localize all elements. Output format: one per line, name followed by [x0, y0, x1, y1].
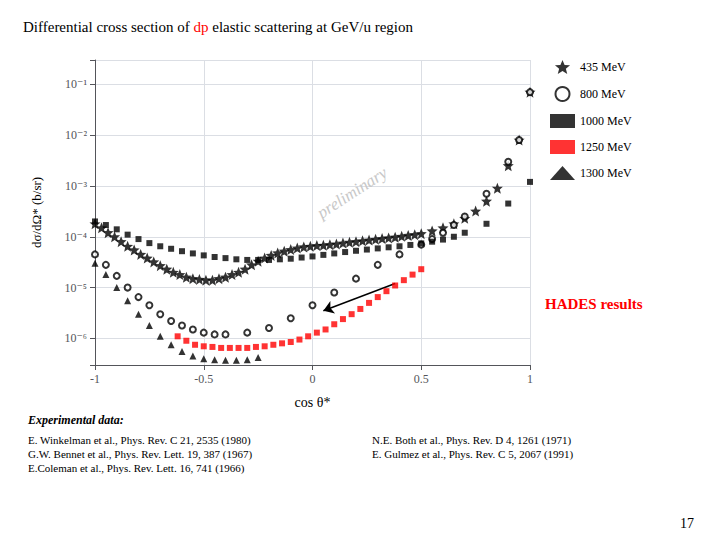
svg-text:elastic scattering at GeV/u re: elastic scattering at GeV/u region	[209, 19, 414, 35]
svg-text:cos θ*: cos θ*	[295, 395, 331, 410]
svg-text:1300 MeV: 1300 MeV	[580, 166, 632, 180]
svg-text:1000 MeV: 1000 MeV	[580, 114, 632, 128]
svg-text:E.Coleman et al., Phys. Rev. L: E.Coleman et al., Phys. Rev. Lett. 16, 7…	[28, 462, 245, 475]
svg-text:dp: dp	[194, 19, 209, 35]
svg-text:0: 0	[310, 372, 316, 386]
svg-text:10⁻⁵: 10⁻⁵	[64, 281, 87, 295]
svg-text:HADES results: HADES results	[545, 296, 643, 312]
svg-text:-1: -1	[90, 372, 100, 386]
svg-text:10⁻⁴: 10⁻⁴	[64, 230, 87, 244]
svg-text:17: 17	[680, 516, 694, 531]
svg-text:1250 MeV: 1250 MeV	[580, 140, 632, 154]
svg-text:10⁻³: 10⁻³	[65, 179, 87, 193]
svg-text:dσ/dΩ* (b/sr): dσ/dΩ* (b/sr)	[29, 177, 44, 248]
svg-text:G.W. Bennet et al., Phys. Rev.: G.W. Bennet et al., Phys. Rev. Lett. 19,…	[28, 448, 252, 461]
svg-text:preliminary: preliminary	[313, 163, 391, 223]
svg-text:0.5: 0.5	[414, 372, 429, 386]
svg-text:E. Gulmez et al., Phys. Rev. C: E. Gulmez et al., Phys. Rev. C 5, 2067 (…	[372, 448, 574, 461]
svg-text:1: 1	[527, 372, 533, 386]
svg-text:E. Winkelman et al., Phys. Rev: E. Winkelman et al., Phys. Rev. C 21, 25…	[28, 434, 251, 447]
svg-text:10⁻⁶: 10⁻⁶	[64, 331, 87, 345]
svg-text:Differential cross section of: Differential cross section of	[23, 19, 194, 35]
svg-text:10⁻¹: 10⁻¹	[65, 77, 87, 91]
svg-text:435 MeV: 435 MeV	[580, 60, 626, 74]
svg-text:Experimental data:: Experimental data:	[27, 413, 124, 427]
svg-text:800 MeV: 800 MeV	[580, 87, 626, 101]
svg-text:N.E. Both et al., Phys. Rev. D: N.E. Both et al., Phys. Rev. D 4, 1261 (…	[372, 434, 571, 447]
svg-text:-0.5: -0.5	[194, 372, 213, 386]
svg-text:10⁻²: 10⁻²	[65, 128, 87, 142]
